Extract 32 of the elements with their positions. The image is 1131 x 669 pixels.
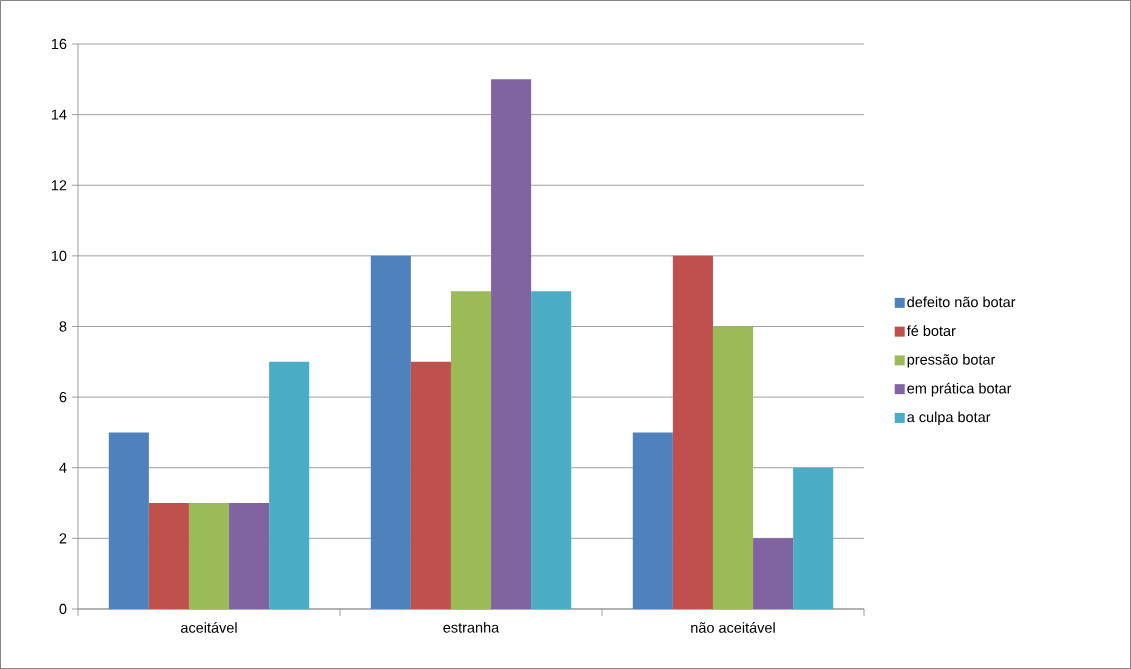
bar (108, 432, 149, 609)
y-tick-label: 16 (51, 38, 67, 50)
bar (753, 538, 794, 609)
bar (491, 79, 532, 609)
bar (229, 503, 270, 609)
legend-label: em prática botar (907, 382, 1012, 397)
bar (188, 503, 230, 609)
bar (632, 432, 673, 609)
legend-label: defeito não botar (907, 296, 1016, 308)
bar (531, 291, 572, 609)
bar (370, 255, 411, 609)
x-tick-label: não aceitável (691, 622, 775, 633)
legend-label: a culpa botar (907, 411, 991, 426)
bar (269, 361, 310, 609)
bar (672, 255, 713, 609)
y-tick-label: 2 (59, 533, 67, 544)
x-tick-label: estranha (443, 622, 500, 633)
bar (410, 361, 451, 609)
bar (148, 503, 189, 609)
bar (793, 467, 834, 609)
y-tick-label: 12 (51, 180, 67, 191)
y-tick-label: 0 (59, 603, 67, 615)
legend-label: pressão botar (907, 354, 996, 368)
y-tick-label: 6 (59, 391, 67, 403)
bar (712, 326, 754, 609)
x-tick-label: aceitável (181, 622, 237, 633)
legend-label: fé botar (906, 325, 956, 337)
y-tick-label: 14 (51, 109, 67, 120)
y-tick-label: 10 (51, 250, 67, 261)
y-tick-label: 8 (59, 321, 67, 332)
y-tick-label: 4 (59, 462, 67, 473)
bar (450, 291, 492, 609)
